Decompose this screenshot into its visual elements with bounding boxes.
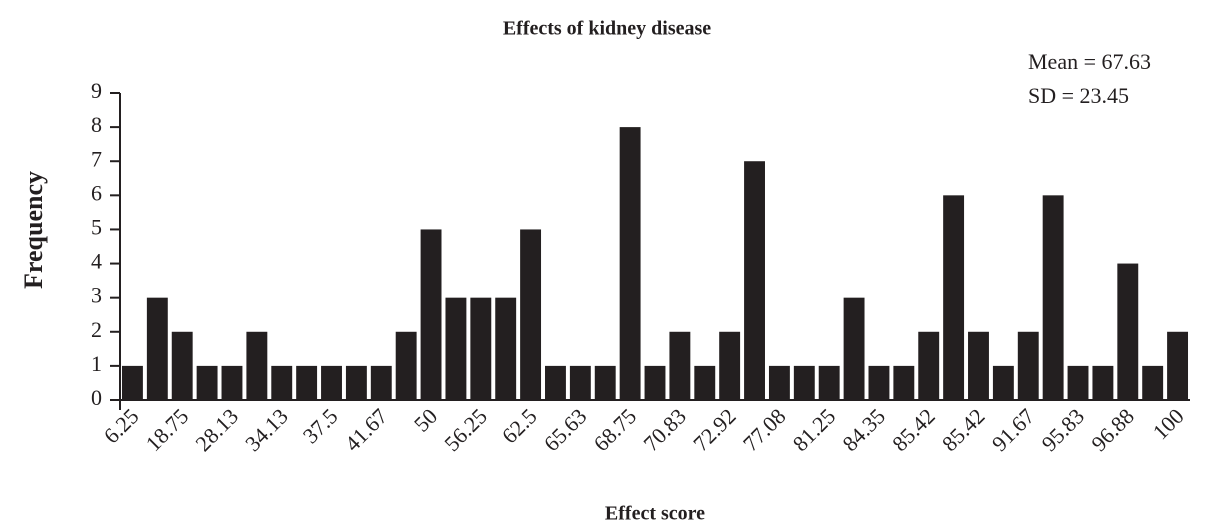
bar bbox=[943, 195, 965, 400]
x-tick-label: 85.42 bbox=[937, 403, 990, 456]
bar bbox=[171, 331, 193, 400]
bar bbox=[495, 297, 517, 400]
bar bbox=[644, 365, 666, 400]
bar bbox=[818, 365, 840, 400]
x-tick-label: 18.75 bbox=[141, 403, 194, 456]
bar bbox=[271, 365, 293, 400]
x-tick-label: 96.88 bbox=[1086, 403, 1139, 456]
bar bbox=[768, 365, 790, 400]
bar bbox=[146, 297, 168, 400]
bar bbox=[1067, 365, 1089, 400]
x-tick-label: 77.08 bbox=[738, 403, 791, 456]
x-tick-label: 81.25 bbox=[788, 403, 841, 456]
bar bbox=[619, 127, 641, 400]
bar bbox=[569, 365, 591, 400]
bar bbox=[918, 331, 940, 400]
bar bbox=[321, 365, 342, 400]
x-tick-label: 6.25 bbox=[99, 403, 144, 448]
y-tick-label: 6 bbox=[91, 180, 102, 205]
bar bbox=[1017, 331, 1039, 400]
x-tick-label: 62.5 bbox=[497, 403, 542, 448]
y-tick-label: 1 bbox=[91, 351, 102, 376]
x-tick-label: 100 bbox=[1148, 403, 1189, 444]
bar bbox=[669, 331, 691, 400]
x-tick-label: 34.13 bbox=[240, 403, 293, 456]
bar bbox=[470, 297, 492, 400]
annotation: Mean = 67.63 bbox=[1028, 49, 1151, 74]
bar bbox=[545, 365, 566, 400]
bar bbox=[968, 331, 989, 400]
bar bbox=[694, 365, 716, 400]
bar bbox=[370, 365, 392, 400]
bar bbox=[893, 365, 915, 400]
y-tick-label: 2 bbox=[91, 317, 102, 342]
bar bbox=[793, 365, 815, 400]
x-tick-label: 85.42 bbox=[887, 403, 940, 456]
bar bbox=[868, 365, 890, 400]
bar bbox=[1042, 195, 1064, 400]
bar bbox=[520, 229, 542, 400]
y-tick-label: 0 bbox=[91, 385, 102, 410]
x-tick-label: 91.67 bbox=[987, 403, 1040, 456]
annotation: SD = 23.45 bbox=[1028, 83, 1129, 108]
bar bbox=[420, 229, 442, 400]
y-axis-label: Frequency bbox=[19, 171, 48, 289]
y-tick-label: 7 bbox=[91, 146, 102, 171]
x-tick-label: 28.13 bbox=[190, 403, 243, 456]
x-tick-label: 72.92 bbox=[688, 403, 741, 456]
bar bbox=[1142, 365, 1164, 400]
bar bbox=[196, 365, 218, 400]
x-tick-label: 70.83 bbox=[638, 403, 691, 456]
bar bbox=[246, 331, 268, 400]
bar bbox=[1117, 263, 1139, 400]
bar bbox=[296, 365, 318, 400]
x-axis-label: Effect score bbox=[605, 503, 705, 525]
x-tick-label: 41.67 bbox=[340, 403, 393, 456]
y-tick-label: 4 bbox=[91, 249, 102, 274]
bar bbox=[221, 365, 243, 400]
bar bbox=[744, 161, 765, 400]
x-tick-label: 68.75 bbox=[589, 403, 642, 456]
x-tick-label: 84.35 bbox=[837, 403, 890, 456]
bar bbox=[121, 365, 143, 400]
bar bbox=[345, 365, 367, 400]
bar bbox=[594, 365, 616, 400]
y-tick-label: 8 bbox=[91, 112, 102, 137]
x-tick-label: 65.63 bbox=[539, 403, 592, 456]
x-tick-label: 50 bbox=[409, 403, 442, 436]
bar bbox=[1092, 365, 1114, 400]
bar bbox=[445, 297, 467, 400]
x-tick-label: 37.5 bbox=[298, 403, 343, 448]
bar bbox=[395, 331, 417, 400]
y-tick-label: 9 bbox=[91, 78, 102, 103]
chart-title: Effects of kidney disease bbox=[503, 18, 711, 40]
x-tick-label: 56.25 bbox=[439, 403, 492, 456]
x-tick-label: 95.83 bbox=[1036, 403, 1089, 456]
y-tick-label: 5 bbox=[91, 214, 102, 239]
bar bbox=[1167, 331, 1189, 400]
y-tick-label: 3 bbox=[91, 283, 102, 308]
bar bbox=[843, 297, 865, 400]
bar bbox=[719, 331, 741, 400]
bar bbox=[992, 365, 1014, 400]
